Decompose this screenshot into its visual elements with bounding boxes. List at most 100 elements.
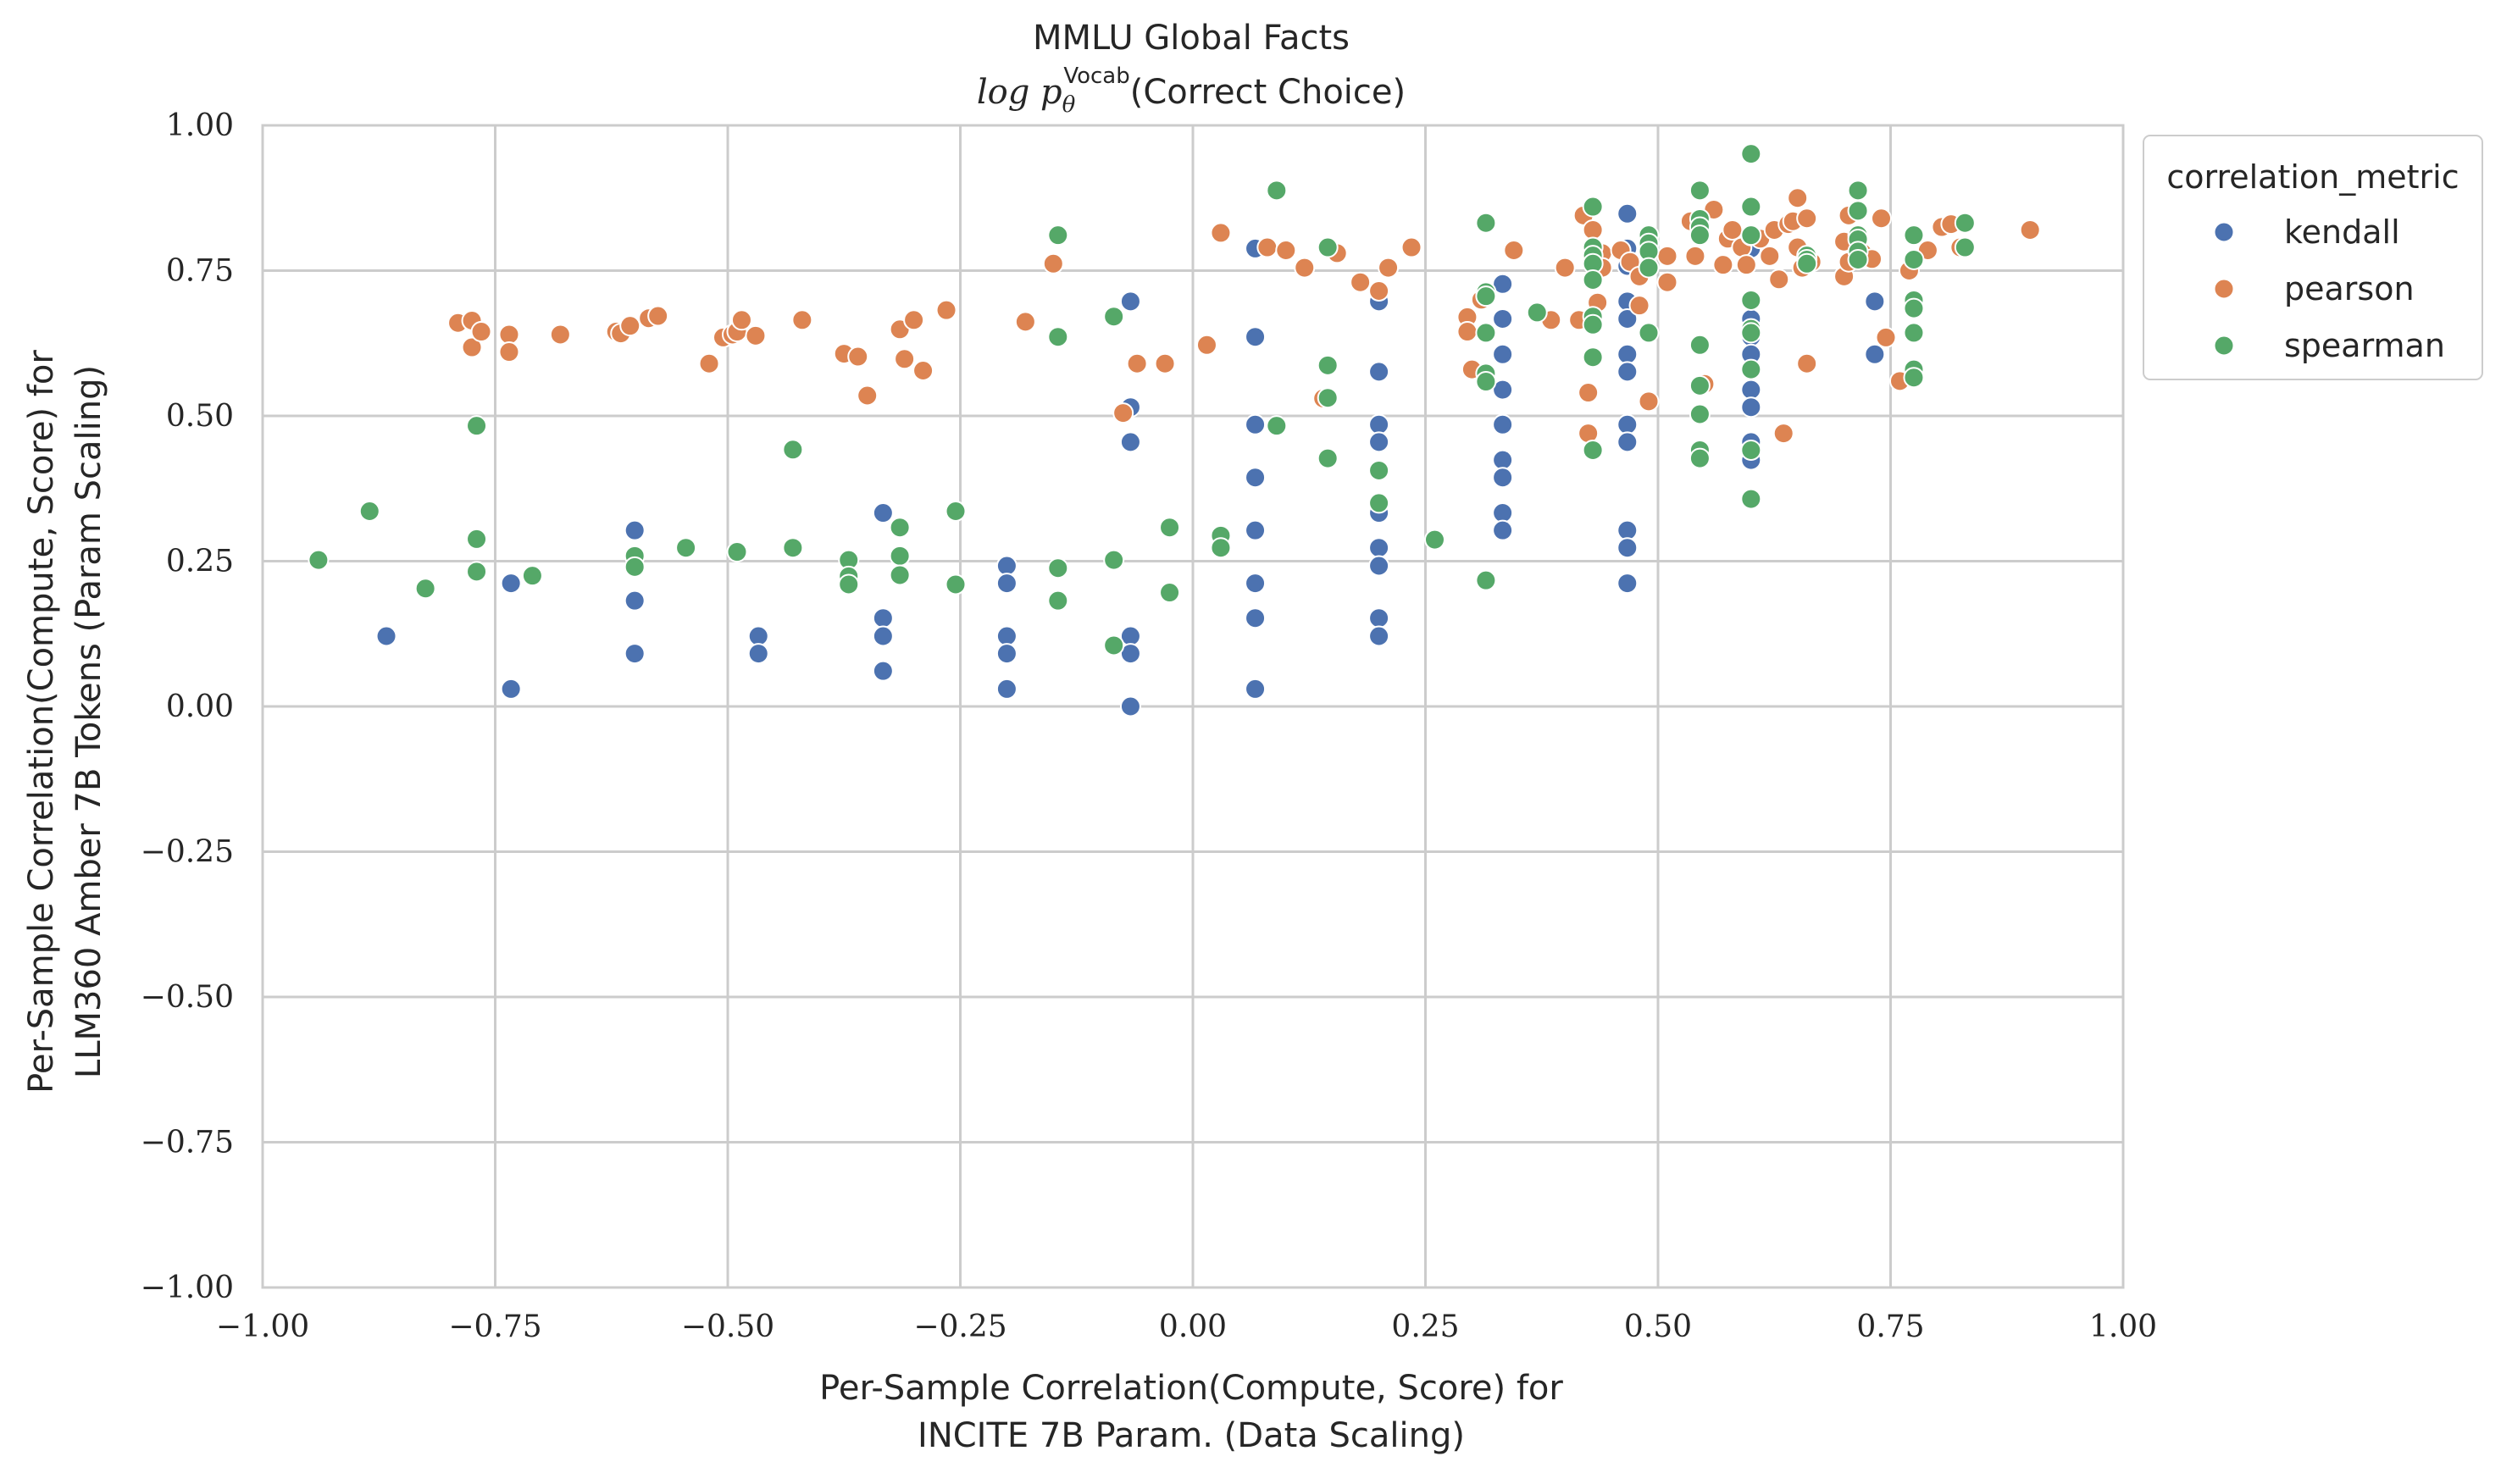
pearson-point xyxy=(1722,219,1744,241)
kendall-point xyxy=(1492,273,1514,295)
spearman-point xyxy=(1954,212,1976,234)
kendall-point xyxy=(1245,413,1267,435)
kendall-point xyxy=(1616,202,1639,224)
pearson-point xyxy=(791,309,813,331)
x-tick-label: 1.00 xyxy=(2089,1310,2157,1344)
kendall-point xyxy=(1492,467,1514,489)
spearman-point xyxy=(1266,415,1288,437)
pearson-point xyxy=(470,321,492,343)
spearman-point xyxy=(1475,371,1497,393)
spearman-point xyxy=(1103,634,1125,656)
kendall-point xyxy=(500,678,522,700)
x-tick-label: −0.75 xyxy=(448,1310,541,1344)
spearman-point xyxy=(1740,224,1762,246)
pearson-point xyxy=(498,341,520,363)
y-tick-label: 0.75 xyxy=(166,254,234,289)
y-tick-label: −0.50 xyxy=(141,980,234,1015)
kendall-point xyxy=(1492,379,1514,401)
pearson-point xyxy=(1871,208,1893,230)
spearman-point xyxy=(1368,492,1390,514)
spearman-point xyxy=(466,561,488,583)
pearson-point xyxy=(1368,280,1390,302)
pearson-point xyxy=(1684,245,1706,267)
spearman-point xyxy=(1689,374,1711,396)
spearman-point xyxy=(1582,346,1604,368)
plot-area-frame xyxy=(261,124,2125,1289)
pearson-point xyxy=(1796,208,1818,230)
pearson-point xyxy=(1628,295,1650,317)
pearson-point xyxy=(1787,187,1809,209)
spearman-point xyxy=(1954,236,1976,258)
pearson-point xyxy=(1456,321,1478,343)
y-tick-label: −1.00 xyxy=(141,1271,234,1305)
spearman-point xyxy=(1317,354,1339,376)
pearson-point xyxy=(912,359,934,381)
spearman-point xyxy=(1047,224,1069,246)
kendall-point xyxy=(1245,519,1267,541)
kendall-point xyxy=(1616,413,1639,435)
spearman-point xyxy=(782,537,804,559)
x-tick-label: −0.25 xyxy=(913,1310,1006,1344)
kendall-point xyxy=(995,643,1018,665)
kendall-point xyxy=(1616,307,1639,329)
kendall-point xyxy=(1245,678,1267,700)
spearman-point xyxy=(414,578,436,600)
spearman-point xyxy=(838,573,860,595)
kendall-point xyxy=(1368,607,1390,629)
pearson-point xyxy=(1772,423,1794,445)
spearman-point xyxy=(1638,322,1660,344)
kendall-point xyxy=(1119,291,1141,313)
spearman-point xyxy=(1740,439,1762,461)
legend-label: kendall xyxy=(2284,213,2400,251)
x-axis-label-line-2: INCITE 7B Param. (Data Scaling) xyxy=(918,1416,1465,1455)
kendall-point xyxy=(1119,431,1141,453)
kendall-point xyxy=(1492,307,1514,329)
chart-title: MMLU Global Facts xyxy=(1033,19,1350,58)
legend-marker xyxy=(2213,335,2235,357)
y-axis-label-line-2: LLM360 Amber 7B Tokens (Param Scaling) xyxy=(69,365,108,1078)
spearman-point xyxy=(466,415,488,437)
spearman-point xyxy=(1740,358,1762,380)
pearson-point xyxy=(894,348,916,370)
kendall-point xyxy=(1368,413,1390,435)
series-pearson xyxy=(447,187,2041,445)
x-tick-label: 0.25 xyxy=(1391,1310,1459,1344)
spearman-point xyxy=(1047,557,1069,579)
kendall-point xyxy=(1245,607,1267,629)
subtitle-prefix: log p xyxy=(977,73,1062,112)
subtitle-sup: Vocab xyxy=(1063,64,1129,89)
spearman-point xyxy=(1740,289,1762,311)
kendall-point xyxy=(1616,343,1639,365)
pearson-point xyxy=(1154,352,1176,374)
pearson-point xyxy=(1578,382,1600,404)
pearson-point xyxy=(745,324,767,346)
legend-item-kendall: kendall xyxy=(2213,213,2400,251)
spearman-point xyxy=(308,549,330,571)
pearson-point xyxy=(1768,269,1790,291)
spearman-point xyxy=(1317,387,1339,409)
spearman-point xyxy=(1475,569,1497,591)
legend: correlation_metric kendall pearson spearma… xyxy=(2143,135,2483,380)
kendall-point xyxy=(1616,519,1639,541)
spearman-point xyxy=(1796,252,1818,274)
pearson-point xyxy=(1656,245,1678,267)
spearman-point xyxy=(1423,529,1445,551)
y-tick-label: 0.25 xyxy=(166,545,234,579)
spearman-point xyxy=(945,573,967,595)
kendall-point xyxy=(1492,343,1514,365)
pearson-point xyxy=(1503,239,1525,261)
spearman-point xyxy=(1582,196,1604,218)
kendall-point xyxy=(1245,467,1267,489)
pearson-point xyxy=(1112,402,1134,424)
pearson-point xyxy=(857,385,879,407)
kendall-point xyxy=(1740,396,1762,418)
pearson-point xyxy=(1638,390,1660,413)
kendall-point xyxy=(1368,625,1390,647)
series-spearman xyxy=(308,143,1976,656)
spearman-point xyxy=(1847,180,1869,202)
kendall-point xyxy=(1119,643,1141,665)
x-axis-label-line-1: Per-Sample Correlation(Compute, Score) f… xyxy=(819,1369,1563,1408)
spearman-point xyxy=(1317,236,1339,258)
pearson-point xyxy=(847,346,869,368)
spearman-point xyxy=(1103,549,1125,571)
